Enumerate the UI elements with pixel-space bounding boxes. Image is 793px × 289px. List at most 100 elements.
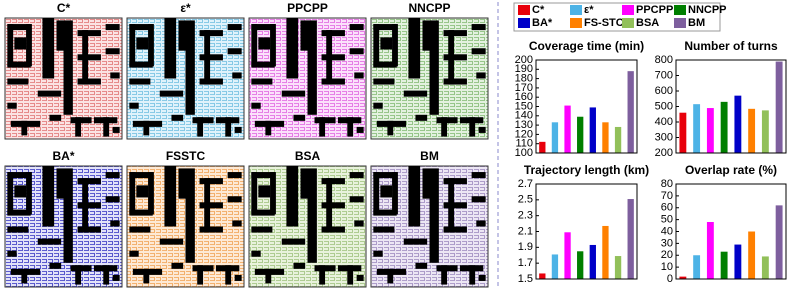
obstacle (129, 226, 151, 233)
bar (577, 251, 584, 279)
obstacle (148, 172, 154, 215)
obstacle (105, 196, 120, 203)
legend-swatch (622, 18, 634, 28)
bar (693, 104, 701, 153)
obstacle (7, 61, 31, 68)
obstacle (178, 168, 186, 199)
obstacle (77, 30, 101, 37)
y-tick-label: 130 (515, 119, 533, 131)
obstacle (429, 20, 439, 115)
obstacle (415, 114, 428, 121)
obstacle (75, 117, 82, 137)
obstacle (199, 54, 223, 61)
obstacle (373, 250, 383, 257)
bar (734, 95, 742, 153)
obstacle (199, 30, 223, 37)
obstacle (204, 30, 211, 85)
obstacle (234, 274, 242, 281)
obstacle (251, 78, 273, 85)
obstacle (7, 172, 14, 215)
obstacle (56, 20, 64, 51)
chart-title: Coverage time (min) (529, 39, 644, 53)
obstacle (392, 172, 398, 215)
obstacle (7, 24, 31, 31)
obstacle (349, 48, 364, 55)
obstacle (251, 24, 275, 31)
obstacle (448, 30, 455, 85)
obstacle (476, 72, 486, 79)
map-title: C* (57, 1, 71, 15)
bar (775, 205, 783, 279)
obstacle (319, 117, 326, 137)
obstacle (143, 268, 150, 284)
obstacle (112, 126, 120, 133)
obstacle (112, 274, 120, 281)
bar (539, 273, 546, 279)
bar (706, 108, 714, 153)
obstacle (77, 226, 101, 233)
y-tick-label: 150 (515, 100, 533, 112)
obstacle (443, 54, 467, 61)
y-tick-label: 100 (515, 147, 533, 159)
legend-swatch (674, 5, 686, 15)
obstacle (136, 37, 149, 50)
y-tick-label: 2.5 (518, 194, 533, 206)
bar (614, 126, 622, 153)
obstacle (356, 274, 364, 281)
y-tick-label: 10 (661, 261, 673, 273)
bar (761, 110, 769, 153)
obstacle (164, 18, 177, 79)
legend-label: NNCPP (688, 4, 727, 16)
y-tick-label: 170 (515, 82, 533, 94)
bar (602, 122, 609, 153)
obstacle (349, 196, 364, 203)
chart-title: Number of turns (684, 39, 778, 53)
chart-title: Overlap rate (%) (685, 163, 777, 177)
obstacle (103, 265, 110, 285)
obstacle (471, 172, 486, 179)
obstacle (159, 90, 184, 97)
obstacle (105, 24, 120, 31)
y-tick-label: 1.5 (518, 273, 533, 285)
obstacle (321, 30, 345, 37)
obstacle (281, 90, 306, 97)
obstacle (443, 226, 467, 233)
obstacle (42, 18, 55, 79)
bar (706, 222, 714, 279)
bar (679, 276, 687, 279)
obstacle (373, 102, 383, 109)
map-title: BA* (52, 149, 74, 163)
map-title: BSA (295, 149, 321, 163)
y-tick-label: 1.9 (518, 241, 533, 253)
obstacle (77, 78, 101, 85)
obstacle (349, 172, 364, 179)
obstacle (354, 220, 364, 227)
bar (564, 105, 571, 153)
obstacle (129, 250, 139, 257)
obstacle (321, 78, 345, 85)
obstacle (21, 120, 28, 136)
obstacle (373, 78, 395, 85)
y-tick-label: 30 (661, 237, 673, 249)
obstacle (185, 168, 195, 263)
obstacle (21, 268, 28, 284)
obstacle (403, 90, 428, 97)
y-tick-label: 140 (515, 110, 533, 122)
y-tick-label: 50 (661, 214, 673, 226)
obstacle (300, 168, 308, 199)
obstacle (251, 172, 258, 215)
y-tick-label: 2.3 (518, 210, 533, 222)
obstacle (408, 18, 421, 79)
obstacle (471, 48, 486, 55)
y-tick-label: 500 (655, 100, 673, 112)
obstacle (408, 166, 421, 227)
obstacle (129, 61, 153, 68)
obstacle (471, 196, 486, 203)
obstacle (129, 172, 153, 179)
obstacle (471, 24, 486, 31)
obstacle (258, 37, 271, 50)
obstacle (387, 120, 394, 136)
obstacle (129, 209, 153, 216)
obstacle (129, 78, 151, 85)
obstacle (251, 172, 275, 179)
